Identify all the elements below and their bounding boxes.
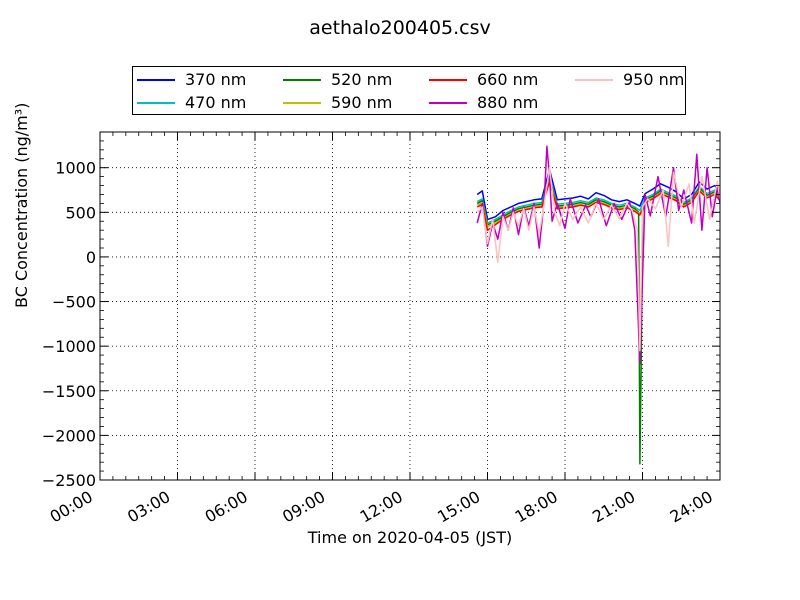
x-tick-label: 15:00 [434,487,483,527]
x-tick-label: 00:00 [47,487,96,527]
legend-swatch [429,79,467,81]
series-line-950-nm [476,166,720,352]
legend-swatch [137,102,175,104]
legend-label: 470 nm [185,93,247,112]
legend-swatch [283,79,321,81]
y-axis-label-text: BC Concentration (ng/m³) [12,102,31,308]
legend-label: 880 nm [477,93,539,112]
y-axis-label: BC Concentration (ng/m³) [12,103,31,308]
x-tick-label: 09:00 [279,487,328,527]
y-tick-labels: −2500 −2000 −1500 −1000 −500 0 500 1000 [42,159,96,490]
y-tick-label: 0 [86,248,96,267]
y-tick-label: −2000 [42,426,96,445]
y-tick-label: 500 [65,203,96,222]
axis-ticks [99,131,721,481]
y-tick-label: −1500 [42,382,96,401]
legend-label: 660 nm [477,70,539,89]
grid-lines [100,132,720,480]
legend: 370 nm 470 nm 520 nm 590 nm 660 nm 880 nm 950 … [132,66,686,115]
y-tick-label: 1000 [55,159,96,178]
chart-title: aethalo200405.csv [309,17,491,39]
x-tick-label: 18:00 [512,487,561,527]
series-line-520-nm [476,177,720,465]
legend-label: 370 nm [185,70,247,89]
series-group [476,145,720,465]
x-axis-label: Time on 2020-04-05 (JST) [307,528,513,547]
series-line-370-nm [476,168,720,221]
legend-swatch [575,79,613,81]
y-tick-label: −500 [52,293,96,312]
x-tick-label: 12:00 [357,487,406,527]
legend-swatch [283,102,321,104]
x-tick-label: 24:00 [667,487,716,527]
legend-label: 590 nm [331,93,393,112]
x-tick-labels: 00:00 03:00 06:00 09:00 12:00 15:00 18:00 21:00… [47,487,716,527]
legend-swatch [137,79,175,81]
legend-swatch [429,102,467,104]
x-tick-label: 03:00 [124,487,173,527]
y-tick-label: −2500 [42,471,96,490]
x-tick-label: 06:00 [202,487,251,527]
x-tick-label: 21:00 [589,487,638,527]
legend-label: 520 nm [331,70,393,89]
series-line-880-nm [476,145,720,365]
y-tick-label: −1000 [42,337,96,356]
legend-label: 950 nm [623,70,685,89]
